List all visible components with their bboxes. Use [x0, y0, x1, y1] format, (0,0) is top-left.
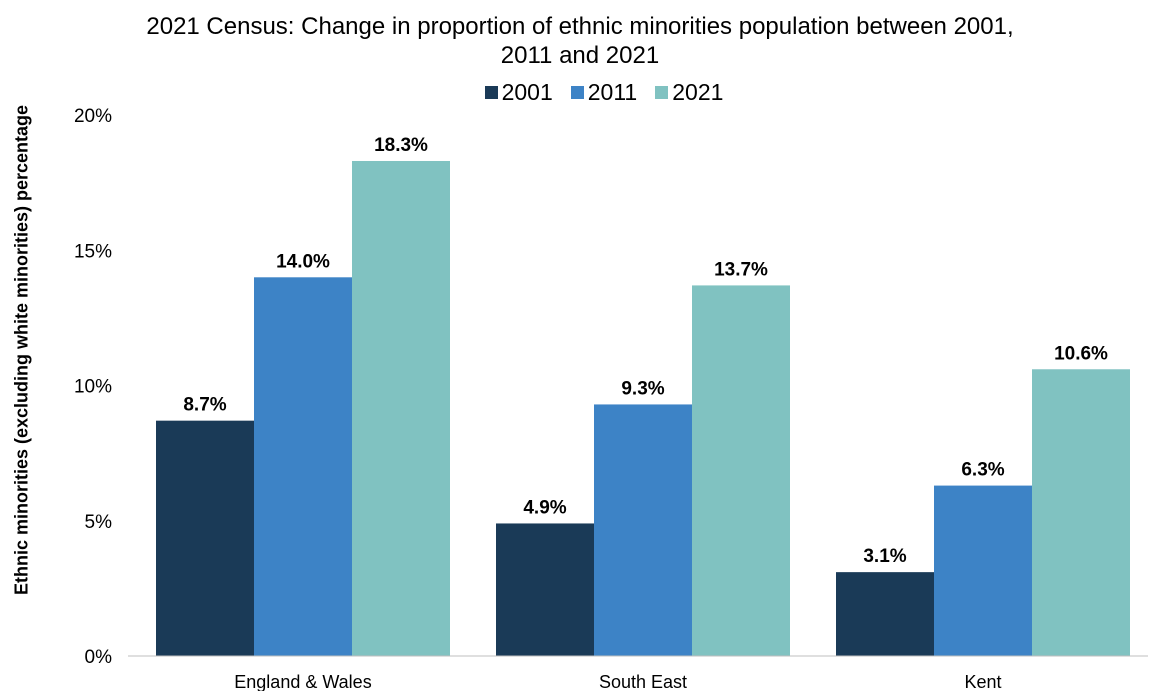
x-tick-label: England & Wales — [234, 672, 371, 691]
legend-item-2021: 2021 — [655, 78, 723, 106]
bar-2021-2 — [1032, 369, 1130, 656]
data-label-2021-0: 18.3% — [374, 135, 428, 156]
data-label-2021-1: 13.7% — [714, 259, 768, 280]
legend: 2001 2011 2021 — [0, 78, 1150, 106]
data-label-2011-1: 9.3% — [621, 378, 664, 399]
x-tick-label: Kent — [964, 672, 1001, 691]
legend-label-2001: 2001 — [501, 79, 553, 105]
bar-2021-0 — [352, 160, 450, 657]
chart-title-line-1: 2021 Census: Change in proportion of eth… — [146, 13, 1014, 40]
legend-label-2021: 2021 — [672, 79, 724, 105]
bar-2001-2 — [836, 572, 934, 656]
legend-item-2011: 2011 — [570, 78, 638, 106]
bar-2011-2 — [934, 485, 1032, 656]
y-axis: 0% 5% 10% 15% 20% — [74, 106, 112, 668]
bar-2011-1 — [594, 404, 692, 656]
x-axis: England & Wales South East Kent — [234, 672, 1001, 691]
x-tick-label: South East — [599, 672, 687, 691]
data-label-2021-2: 10.6% — [1054, 343, 1108, 364]
bar-2021-1 — [692, 285, 790, 656]
data-label-2001-2: 3.1% — [863, 546, 906, 567]
legend-swatch-2001 — [484, 85, 498, 99]
bar-2011-0 — [254, 277, 352, 656]
bar-2001-0 — [156, 420, 254, 656]
y-tick-label: 15% — [74, 241, 112, 262]
legend-item-2001: 2001 — [484, 78, 553, 106]
data-label-2011-0: 14.0% — [276, 251, 330, 272]
bar-series-group — [156, 160, 1130, 657]
y-tick-label: 5% — [85, 512, 113, 533]
y-tick-label: 10% — [74, 377, 112, 398]
y-tick-label: 20% — [74, 106, 112, 127]
data-labels-group: 8.7% 14.0% 18.3% 4.9% 9.3% 13.7% 3.1% 6.3% 10.6% — [183, 135, 1108, 567]
legend-label-2011: 2011 — [587, 79, 638, 105]
bar-2001-1 — [496, 523, 594, 656]
data-label-2001-0: 8.7% — [183, 395, 226, 416]
legend-swatch-2011 — [570, 85, 584, 99]
y-tick-label: 0% — [85, 647, 113, 668]
chart-title-line-2: 2011 and 2021 — [500, 42, 660, 69]
data-label-2001-1: 4.9% — [523, 497, 566, 518]
data-label-2011-2: 6.3% — [961, 460, 1004, 481]
legend-swatch-2021 — [655, 85, 669, 99]
